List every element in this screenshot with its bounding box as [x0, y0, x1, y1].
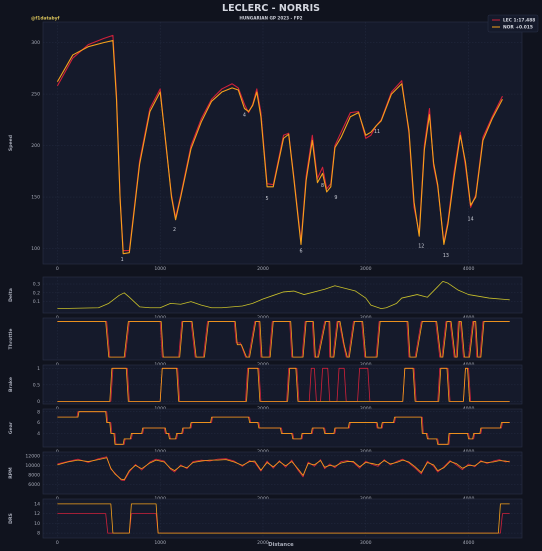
brake-axis-label: Brake: [8, 377, 14, 392]
drs-xtick-label: 3000: [360, 540, 372, 546]
gear-ytick-label: 8: [37, 409, 40, 415]
drs-ytick-label: 8: [37, 531, 40, 537]
drs-xtick-label: 2000: [257, 540, 269, 546]
corner-label: 6: [299, 249, 302, 255]
throttle-panel: 01000200030004000Throttle: [8, 317, 523, 368]
speed-xtick-label: 2000: [257, 266, 269, 272]
corner-label: 4: [243, 113, 246, 119]
brake-nor-line: [57, 367, 510, 402]
corner-label: 11: [374, 129, 380, 135]
corner-label: 1: [121, 257, 124, 263]
delta-ytick-label: 0.3: [33, 282, 40, 288]
rpm-panel: 60008000100001200001000200030004000RPM: [8, 451, 523, 502]
drs-ytick-label: 14: [34, 501, 40, 507]
delta-plot-area: [42, 276, 523, 314]
brake-ytick-label: 0: [37, 399, 40, 405]
speed-xtick-label: 0: [56, 266, 59, 272]
legend-nor-label: NOR +0.015: [503, 25, 533, 31]
corner-label: 9: [334, 195, 337, 201]
gear-panel: 46801000200030004000Gear: [8, 408, 523, 455]
delta-panel: 0.10.20.301000200030004000Delta: [8, 276, 523, 321]
throttle-axis-label: Throttle: [8, 329, 14, 350]
corner-label: 8: [321, 183, 324, 189]
corner-label: 13: [443, 253, 449, 259]
figure-subtitle: HUNGARIAN GP 2023 - FP2: [239, 16, 302, 21]
throttle-nor-line: [57, 321, 510, 358]
rpm-nor-line: [57, 457, 510, 481]
drs-ytick-label: 12: [34, 511, 40, 517]
brake-ytick-label: 0.5: [33, 382, 40, 388]
legend: LEC 1:17.488 NOR +0.015: [487, 14, 539, 33]
speed-xtick-label: 1000: [154, 266, 166, 272]
gear-axis-label: Gear: [8, 421, 14, 434]
brake-ytick-label: 1: [37, 366, 40, 372]
drs-xtick-label: 0: [56, 540, 59, 546]
speed-axis-label: Speed: [8, 135, 14, 151]
rpm-ytick-label: 8000: [28, 473, 40, 479]
figure-title: LECLERC - NORRIS: [222, 3, 320, 14]
speed-nor-line: [56, 39, 503, 255]
x-axis-label: Distance: [268, 542, 294, 548]
drs-panel: 8 10 12 14 0 1000 2000 3000 4000 DRS: [8, 498, 523, 546]
rpm-axis-label: RPM: [8, 467, 14, 479]
rpm-ytick-label: 12000: [25, 453, 40, 459]
delta-ytick-label: 0.2: [33, 290, 40, 296]
brake-plot-area: [42, 364, 523, 405]
brake-panel: 00.5101000200030004000Brake: [8, 364, 523, 412]
legend-box: [487, 14, 539, 33]
legend-lec-label: LEC 1:17.488: [503, 18, 535, 24]
drs-nor-line: [57, 503, 510, 534]
gear-ytick-label: 6: [37, 420, 40, 426]
corner-label: 12: [418, 244, 424, 250]
drs-ytick-label: 10: [34, 521, 40, 527]
rpm-ytick-label: 10000: [25, 463, 40, 469]
speed-xtick-label: 4000: [463, 266, 475, 272]
speed-ytick-label: 150: [31, 195, 40, 201]
gear-plot-area: [42, 408, 523, 448]
drs-xtick-label: 4000: [463, 540, 475, 546]
corner-label: 5: [266, 196, 269, 202]
brake-lec-line: [57, 367, 510, 402]
speed-xtick-label: 3000: [360, 266, 372, 272]
delta-delta-line: [57, 280, 510, 310]
corner-label: 14: [468, 217, 474, 223]
delta-axis-label: Delta: [8, 288, 14, 302]
speed-ytick-label: 100: [31, 246, 40, 252]
corner-label: 2: [173, 227, 176, 233]
speed-ytick-label: 250: [31, 92, 40, 98]
drs-plot-area: [42, 498, 523, 539]
gear-ytick-label: 4: [37, 431, 40, 437]
drs-xtick-label: 1000: [154, 540, 166, 546]
rpm-plot-area: [42, 451, 523, 495]
author-handle: @f1databyf: [31, 16, 60, 22]
rpm-lec-line: [57, 456, 510, 482]
speed-ytick-label: 300: [31, 40, 40, 46]
delta-ytick-label: 0.1: [33, 299, 40, 305]
drs-axis-label: DRS: [8, 513, 14, 524]
speed-ytick-label: 200: [31, 143, 40, 149]
gear-nor-line: [57, 411, 510, 445]
rpm-ytick-label: 6000: [28, 482, 40, 488]
gear-lec-line: [57, 411, 510, 445]
